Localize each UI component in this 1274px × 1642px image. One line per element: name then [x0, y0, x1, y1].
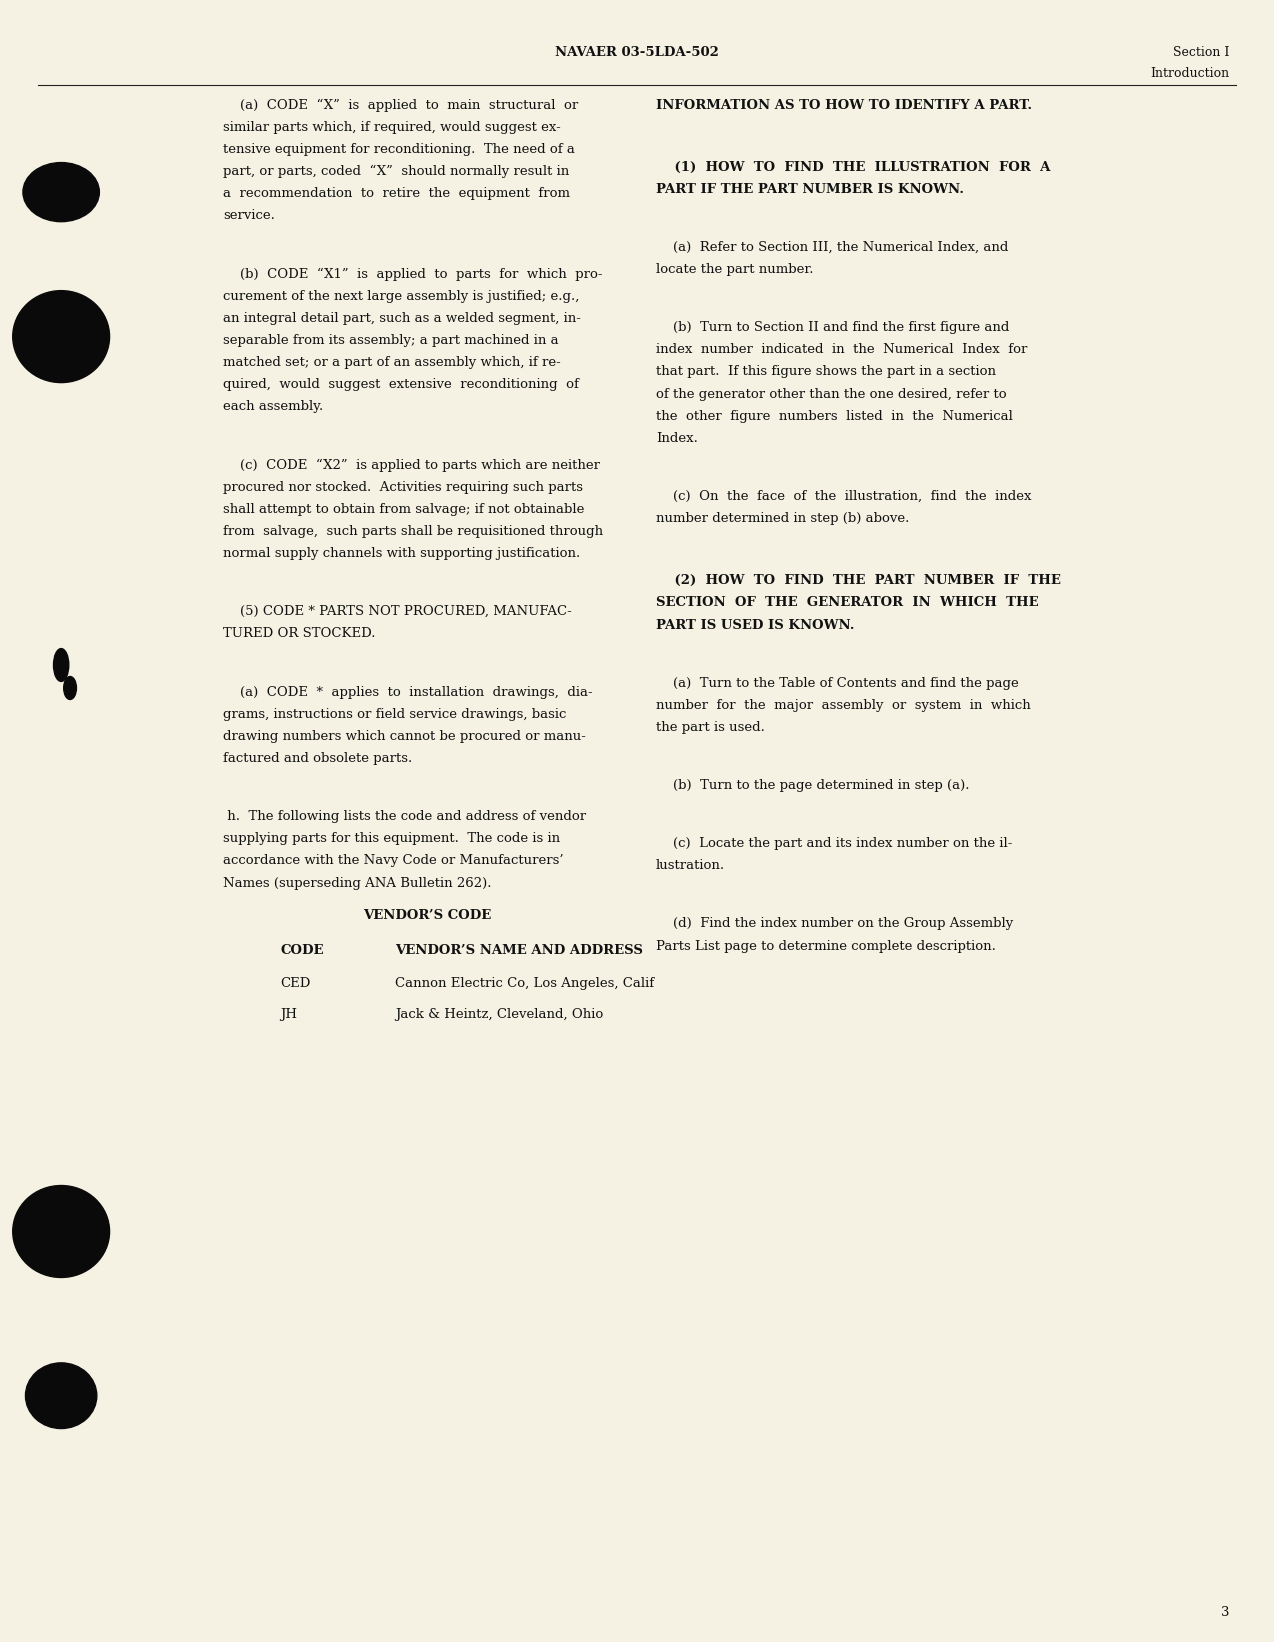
Text: factured and obsolete parts.: factured and obsolete parts. [223, 752, 413, 765]
Text: the  other  figure  numbers  listed  in  the  Numerical: the other figure numbers listed in the N… [656, 410, 1013, 422]
Text: separable from its assembly; a part machined in a: separable from its assembly; a part mach… [223, 333, 558, 346]
Text: PART IF THE PART NUMBER IS KNOWN.: PART IF THE PART NUMBER IS KNOWN. [656, 182, 964, 195]
Text: Names (superseding ANA Bulletin 262).: Names (superseding ANA Bulletin 262). [223, 877, 492, 890]
Text: (5) CODE * PARTS NOT PROCURED, MANUFAC-: (5) CODE * PARTS NOT PROCURED, MANUFAC- [223, 606, 572, 619]
Text: (c)  On  the  face  of  the  illustration,  find  the  index: (c) On the face of the illustration, fin… [656, 489, 1032, 502]
Text: shall attempt to obtain from salvage; if not obtainable: shall attempt to obtain from salvage; if… [223, 502, 585, 516]
Text: JH: JH [280, 1008, 297, 1021]
Text: NAVAER 03-5LDA-502: NAVAER 03-5LDA-502 [555, 46, 719, 59]
Text: Jack & Heintz, Cleveland, Ohio: Jack & Heintz, Cleveland, Ohio [395, 1008, 603, 1021]
Text: Cannon Electric Co, Los Angeles, Calif: Cannon Electric Co, Los Angeles, Calif [395, 977, 654, 990]
Text: drawing numbers which cannot be procured or manu-: drawing numbers which cannot be procured… [223, 729, 586, 742]
Text: VENDOR’S NAME AND ADDRESS: VENDOR’S NAME AND ADDRESS [395, 944, 643, 957]
Text: supplying parts for this equipment.  The code is in: supplying parts for this equipment. The … [223, 832, 561, 846]
Text: (a)  CODE  “X”  is  applied  to  main  structural  or: (a) CODE “X” is applied to main structur… [223, 99, 578, 112]
Text: an integral detail part, such as a welded segment, in-: an integral detail part, such as a welde… [223, 312, 581, 325]
Text: Index.: Index. [656, 432, 698, 445]
Text: INFORMATION AS TO HOW TO IDENTIFY A PART.: INFORMATION AS TO HOW TO IDENTIFY A PART… [656, 99, 1032, 112]
Text: (c)  Locate the part and its index number on the il-: (c) Locate the part and its index number… [656, 837, 1013, 851]
Text: number determined in step (b) above.: number determined in step (b) above. [656, 512, 910, 525]
Text: PART IS USED IS KNOWN.: PART IS USED IS KNOWN. [656, 619, 855, 632]
Text: of the generator other than the one desired, refer to: of the generator other than the one desi… [656, 388, 1006, 401]
Text: matched set; or a part of an assembly which, if re-: matched set; or a part of an assembly wh… [223, 356, 561, 369]
Text: Section I: Section I [1173, 46, 1229, 59]
Text: grams, instructions or field service drawings, basic: grams, instructions or field service dra… [223, 708, 567, 721]
Text: similar parts which, if required, would suggest ex-: similar parts which, if required, would … [223, 122, 561, 133]
Text: procured nor stocked.  Activities requiring such parts: procured nor stocked. Activities requiri… [223, 481, 583, 494]
Text: index  number  indicated  in  the  Numerical  Index  for: index number indicated in the Numerical … [656, 343, 1028, 356]
Ellipse shape [64, 677, 76, 699]
Text: locate the part number.: locate the part number. [656, 263, 814, 276]
Text: (c)  CODE  “X2”  is applied to parts which are neither: (c) CODE “X2” is applied to parts which … [223, 458, 600, 471]
Text: VENDOR’S CODE: VENDOR’S CODE [363, 908, 490, 921]
Text: Parts List page to determine complete description.: Parts List page to determine complete de… [656, 939, 996, 952]
Text: normal supply channels with supporting justification.: normal supply channels with supporting j… [223, 547, 580, 560]
Text: the part is used.: the part is used. [656, 721, 764, 734]
Ellipse shape [23, 163, 99, 222]
Text: (1)  HOW  TO  FIND  THE  ILLUSTRATION  FOR  A: (1) HOW TO FIND THE ILLUSTRATION FOR A [656, 161, 1051, 174]
Text: (a)  Turn to the Table of Contents and find the page: (a) Turn to the Table of Contents and fi… [656, 677, 1019, 690]
Text: number  for  the  major  assembly  or  system  in  which: number for the major assembly or system … [656, 699, 1031, 711]
Text: (b)  Turn to the page determined in step (a).: (b) Turn to the page determined in step … [656, 778, 970, 791]
Text: part, or parts, coded  “X”  should normally result in: part, or parts, coded “X” should normall… [223, 164, 569, 179]
Text: (b)  CODE  “X1”  is  applied  to  parts  for  which  pro-: (b) CODE “X1” is applied to parts for wh… [223, 268, 603, 281]
Text: CED: CED [280, 977, 311, 990]
Text: service.: service. [223, 209, 275, 222]
Text: SECTION  OF  THE  GENERATOR  IN  WHICH  THE: SECTION OF THE GENERATOR IN WHICH THE [656, 596, 1038, 609]
Text: Introduction: Introduction [1150, 67, 1229, 80]
Text: (a)  Refer to Section III, the Numerical Index, and: (a) Refer to Section III, the Numerical … [656, 241, 1009, 255]
Ellipse shape [54, 649, 69, 681]
Text: curement of the next large assembly is justified; e.g.,: curement of the next large assembly is j… [223, 289, 580, 302]
Text: (a)  CODE  *  applies  to  installation  drawings,  dia-: (a) CODE * applies to installation drawi… [223, 685, 592, 698]
Text: (2)  HOW  TO  FIND  THE  PART  NUMBER  IF  THE: (2) HOW TO FIND THE PART NUMBER IF THE [656, 575, 1061, 588]
Text: CODE: CODE [280, 944, 324, 957]
Text: that part.  If this figure shows the part in a section: that part. If this figure shows the part… [656, 366, 996, 378]
Ellipse shape [13, 291, 110, 383]
Text: each assembly.: each assembly. [223, 401, 324, 414]
Text: quired,  would  suggest  extensive  reconditioning  of: quired, would suggest extensive recondit… [223, 378, 578, 391]
Text: tensive equipment for reconditioning.  The need of a: tensive equipment for reconditioning. Th… [223, 143, 575, 156]
Text: h.  The following lists the code and address of vendor: h. The following lists the code and addr… [223, 810, 586, 823]
Text: lustration.: lustration. [656, 859, 725, 872]
Text: a  recommendation  to  retire  the  equipment  from: a recommendation to retire the equipment… [223, 187, 569, 200]
Text: from  salvage,  such parts shall be requisitioned through: from salvage, such parts shall be requis… [223, 525, 603, 539]
Text: TURED OR STOCKED.: TURED OR STOCKED. [223, 627, 376, 640]
Text: (b)  Turn to Section II and find the first figure and: (b) Turn to Section II and find the firs… [656, 322, 1009, 333]
Text: 3: 3 [1220, 1606, 1229, 1619]
Ellipse shape [13, 1186, 110, 1277]
Text: accordance with the Navy Code or Manufacturers’: accordance with the Navy Code or Manufac… [223, 854, 563, 867]
Ellipse shape [25, 1363, 97, 1429]
Text: (d)  Find the index number on the Group Assembly: (d) Find the index number on the Group A… [656, 918, 1013, 931]
